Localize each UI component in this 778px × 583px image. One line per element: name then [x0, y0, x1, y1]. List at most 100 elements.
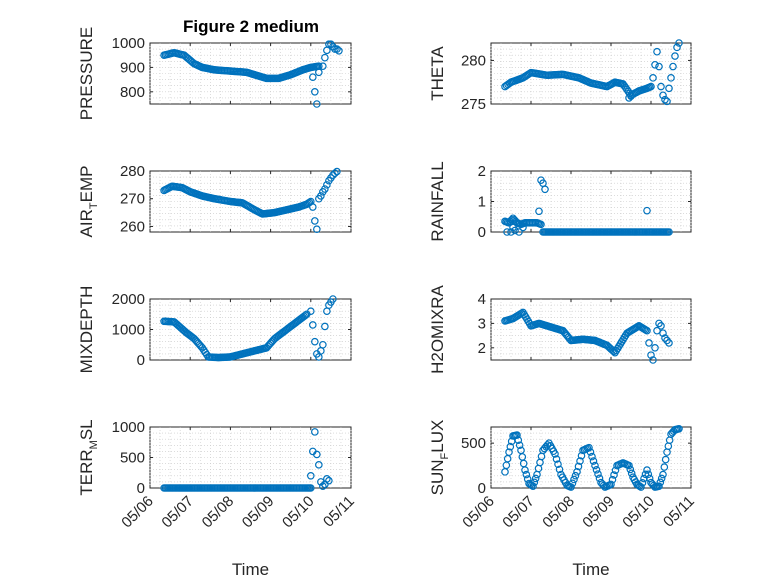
data-point [311, 88, 319, 96]
y-tick-label: 1000 [112, 322, 145, 339]
data-point [671, 52, 679, 60]
data-point [592, 466, 601, 474]
data-point [317, 478, 325, 486]
y-tick-label: 2 [478, 340, 486, 357]
data-point [661, 95, 669, 104]
data-point [503, 228, 511, 236]
y-tick-label: 0 [478, 224, 486, 241]
x-tick-label: 05/07 [499, 493, 538, 532]
data-point [637, 483, 645, 491]
data-point [641, 470, 650, 479]
subplot-sun: 05/06 05/07 05/08 05/09 05/10 05/11 0 500 SUNFLU… [428, 420, 698, 579]
data-point [568, 479, 577, 488]
data-point [655, 62, 663, 71]
data-point [313, 225, 321, 234]
data-point [529, 482, 537, 491]
data-point [669, 62, 677, 71]
data-point [323, 181, 331, 189]
data-point [315, 461, 323, 469]
y-axis-label: MIXDEPTH [77, 286, 96, 374]
subplot-mixdepth: 0 1000 2000 MIXDEPTH [77, 286, 352, 374]
y-axis-label: H2OMIXRA [428, 284, 447, 373]
data-point [514, 436, 523, 444]
data-point [554, 460, 562, 469]
data-point [315, 68, 323, 77]
data-point [610, 471, 618, 479]
subplot-h2omixra: 2 3 4 H2OMIXRA [428, 284, 692, 374]
data-point [627, 92, 635, 100]
y-tick-label: 3 [478, 315, 486, 332]
grid [149, 427, 352, 488]
grid [490, 43, 692, 104]
data-point [625, 461, 633, 470]
y-tick-label: 1000 [112, 419, 145, 436]
data-point [321, 53, 329, 62]
data-series [160, 167, 341, 234]
data-point [311, 217, 319, 225]
data-point [660, 463, 669, 471]
data-point [321, 322, 329, 331]
x-tick-label: 05/10 [619, 493, 658, 532]
data-point [507, 228, 515, 236]
data-point [645, 339, 653, 347]
data-point [323, 475, 331, 483]
y-tick-label: 2000 [112, 291, 145, 308]
y-tick-label: 4 [478, 291, 486, 308]
data-point [306, 484, 315, 492]
figure-title: Figure 2 medium [183, 17, 319, 36]
y-tick-label: 500 [120, 450, 145, 467]
data-point [656, 478, 665, 487]
y-axis-label: THETA [428, 46, 447, 101]
data-point [638, 479, 647, 487]
data-point [321, 185, 329, 193]
data-point [519, 223, 527, 232]
data-point [325, 476, 333, 485]
y-tick-label: 260 [120, 218, 145, 235]
data-point [573, 468, 581, 476]
data-point [663, 97, 671, 106]
data-series [160, 295, 337, 362]
y-axis-label: AIRTEMP [77, 166, 100, 238]
y-axis-label: TERRMSL [77, 419, 100, 495]
data-point [313, 100, 321, 108]
data-point [555, 465, 564, 474]
data-point [333, 167, 341, 176]
y-tick-label: 0 [137, 352, 145, 369]
data-point [591, 461, 599, 470]
y-tick-label: 280 [120, 163, 145, 180]
y-tick-label: 2 [478, 163, 486, 180]
data-point [643, 466, 651, 474]
x-tick-label: 05/10 [279, 493, 318, 532]
x-tick-label: 05/11 [320, 493, 358, 531]
x-tick-label: 05/09 [239, 493, 278, 532]
x-tick-label: 05/07 [158, 493, 197, 532]
data-point [571, 471, 580, 480]
y-tick-label: 0 [478, 480, 486, 497]
data-point [333, 45, 341, 53]
data-point [659, 91, 667, 100]
y-tick-label: 275 [461, 96, 486, 113]
data-point [576, 457, 584, 465]
x-tick-label: 05/06 [118, 493, 157, 532]
data-point [659, 329, 667, 337]
data-point [607, 480, 615, 489]
y-axis-label: PRESSURE [77, 27, 96, 121]
data-point [665, 84, 673, 93]
data-point [530, 478, 539, 487]
data-point [535, 207, 543, 216]
data-point [640, 474, 648, 483]
data-series [501, 308, 673, 364]
data-point [657, 474, 666, 483]
subplot-rainfall: 0 1 2 RAINFALL [428, 161, 692, 242]
x-tick-label: 05/06 [459, 493, 498, 532]
data-point [537, 220, 545, 229]
data-point [506, 442, 515, 451]
data-point [301, 311, 310, 320]
data-point [309, 321, 317, 329]
y-tick-label: 500 [461, 435, 486, 452]
data-point [552, 455, 561, 463]
data-point [577, 451, 586, 460]
data-point [675, 424, 683, 433]
y-tick-label: 1000 [112, 35, 145, 52]
